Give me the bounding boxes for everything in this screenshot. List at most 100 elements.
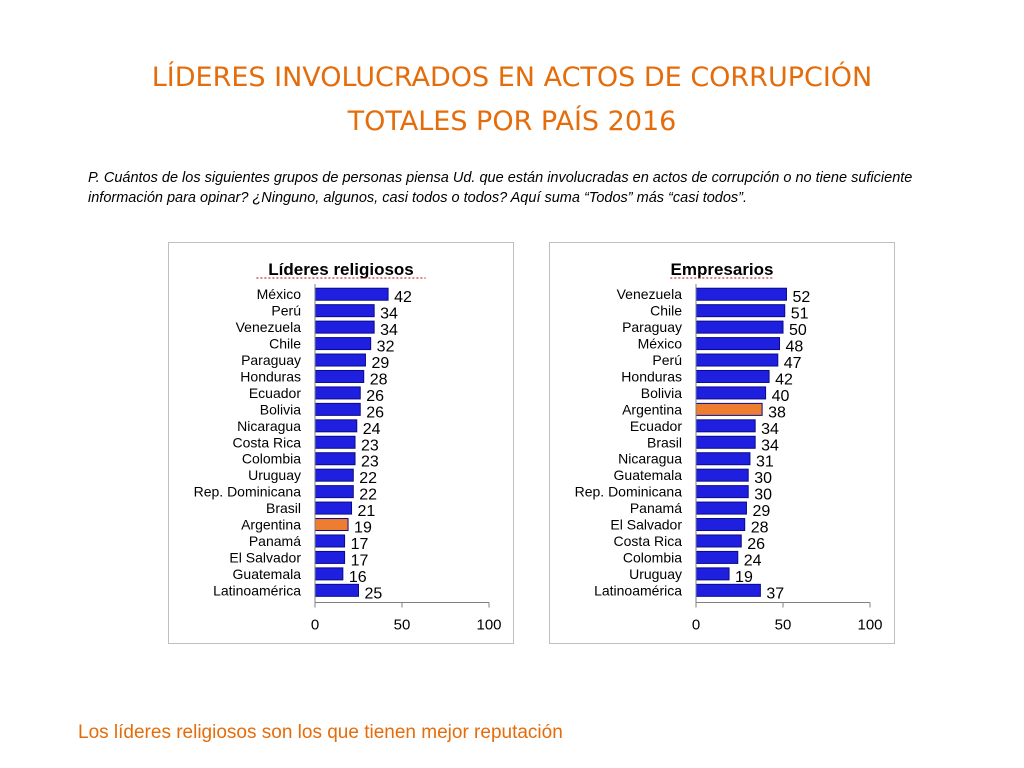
bar-peru (695, 353, 779, 367)
value-label-colombia: 23 (361, 454, 379, 471)
value-label-paraguay: 50 (789, 322, 807, 339)
value-label-chile: 32 (377, 339, 395, 356)
value-label-nicaragua: 31 (756, 454, 774, 471)
bar-honduras (314, 369, 365, 383)
bar-brasil (314, 501, 353, 515)
bar-rep-dominicana (695, 485, 749, 499)
x-tick-label-100: 100 (476, 617, 501, 634)
category-label-uruguay: Uruguay (248, 467, 301, 483)
category-label-guatemala: Guatemala (614, 467, 683, 483)
category-label-paraguay: Paraguay (241, 352, 301, 368)
category-label-colombia: Colombia (242, 451, 301, 467)
chart-lideres-religiosos: Líderes religiosos México 42 Perú 34 Venezuel… (194, 260, 502, 634)
bar-venezuela (695, 287, 787, 301)
bar-rep-dominicana (314, 485, 354, 499)
category-label-bolivia: Bolivia (641, 385, 682, 401)
value-label-panama: 17 (351, 536, 369, 553)
value-label-honduras: 42 (775, 371, 793, 388)
bar-mexico (314, 287, 389, 301)
value-label-uruguay: 22 (359, 470, 377, 487)
page-title-line-1: LÍDERES INVOLUCRADOS EN ACTOS DE CORRUPC… (151, 62, 873, 93)
bar-brasil (695, 435, 756, 449)
page-title-line-2: TOTALES POR PAÍS 2016 (347, 106, 677, 137)
category-label-venezuela: Venezuela (236, 319, 302, 335)
chart-panel-lideres-religiosos: Líderes religiosos México 42 Perú 34 Venezuel… (168, 242, 514, 644)
x-tick-label-100: 100 (857, 617, 882, 634)
value-label-mexico: 42 (394, 289, 412, 306)
category-label-bolivia: Bolivia (260, 401, 301, 417)
category-label-chile: Chile (650, 303, 682, 319)
chart-title: Líderes religiosos (268, 260, 414, 279)
value-label-costa-rica: 23 (361, 437, 379, 454)
value-label-el-salvador: 17 (351, 552, 369, 569)
category-label-brasil: Brasil (647, 434, 682, 450)
category-label-brasil: Brasil (266, 500, 301, 516)
value-label-ecuador: 34 (761, 421, 779, 438)
value-label-rep-dominicana: 30 (754, 487, 772, 504)
bar-honduras (695, 369, 770, 383)
category-label-peru: Perú (271, 303, 301, 319)
value-label-bolivia: 40 (772, 388, 790, 405)
value-label-brasil: 34 (761, 437, 779, 454)
category-label-rep-dominicana: Rep. Dominicana (194, 484, 302, 500)
value-label-guatemala: 30 (754, 470, 772, 487)
bar-bolivia (695, 386, 767, 400)
category-label-el-salvador: El Salvador (610, 517, 682, 533)
value-label-mexico: 48 (786, 339, 804, 356)
category-label-nicaragua: Nicaragua (237, 418, 301, 434)
page-title: LÍDERES INVOLUCRADOS EN ACTOS DE CORRUPC… (0, 56, 1024, 144)
bar-chile (695, 304, 786, 318)
category-label-guatemala: Guatemala (233, 566, 302, 582)
bar-ecuador (695, 419, 756, 433)
survey-question: P. Cuántos de los siguientes grupos de p… (88, 170, 913, 206)
category-label-ecuador: Ecuador (249, 385, 301, 401)
value-label-colombia: 24 (744, 552, 762, 569)
chart-empresarios: Empresarios Venezuela 52 Chile 51 Paraguay 50 M… (575, 260, 883, 634)
category-label-uruguay: Uruguay (629, 566, 682, 582)
bar-bolivia (314, 402, 361, 416)
bar-panama (314, 534, 346, 548)
category-label-mexico: México (638, 336, 683, 352)
value-label-venezuela: 34 (380, 322, 398, 339)
value-label-latinoamerica: 25 (365, 585, 383, 602)
bar-latinoamerica (695, 583, 761, 597)
category-label-costa-rica: Costa Rica (233, 434, 302, 450)
bar-nicaragua (695, 452, 751, 466)
value-label-brasil: 21 (358, 503, 376, 520)
x-tick-label-0: 0 (692, 617, 700, 634)
category-label-argentina: Argentina (622, 401, 682, 417)
category-label-honduras: Honduras (240, 368, 301, 384)
category-label-costa-rica: Costa Rica (614, 533, 683, 549)
bar-panama (695, 501, 747, 515)
value-label-el-salvador: 28 (751, 520, 769, 537)
chart-title: Empresarios (671, 260, 774, 279)
category-label-panama: Panamá (249, 533, 301, 549)
bar-nicaragua (314, 419, 358, 433)
value-label-peru: 47 (784, 355, 802, 372)
value-label-uruguay: 19 (735, 569, 753, 586)
category-label-el-salvador: El Salvador (229, 549, 301, 565)
value-label-costa-rica: 26 (747, 536, 765, 553)
category-label-mexico: México (257, 286, 302, 302)
bar-colombia (314, 452, 356, 466)
bar-el-salvador (695, 518, 746, 532)
category-label-nicaragua: Nicaragua (618, 451, 682, 467)
category-label-ecuador: Ecuador (630, 418, 682, 434)
category-label-honduras: Honduras (621, 368, 682, 384)
category-label-rep-dominicana: Rep. Dominicana (575, 484, 683, 500)
value-label-bolivia: 26 (366, 404, 384, 421)
value-label-latinoamerica: 37 (766, 585, 784, 602)
bar-peru (314, 304, 375, 318)
category-label-argentina: Argentina (241, 517, 301, 533)
value-label-honduras: 28 (370, 371, 388, 388)
value-label-chile: 51 (791, 306, 809, 323)
bar-paraguay (314, 353, 366, 367)
value-label-panama: 29 (752, 503, 770, 520)
bar-uruguay (314, 468, 354, 482)
bar-mexico (695, 337, 781, 351)
value-label-ecuador: 26 (366, 388, 384, 405)
bar-latinoamerica (314, 583, 359, 597)
bar-paraguay (695, 320, 784, 334)
category-label-latinoamerica: Latinoamérica (213, 582, 301, 598)
value-label-venezuela: 52 (792, 289, 810, 306)
